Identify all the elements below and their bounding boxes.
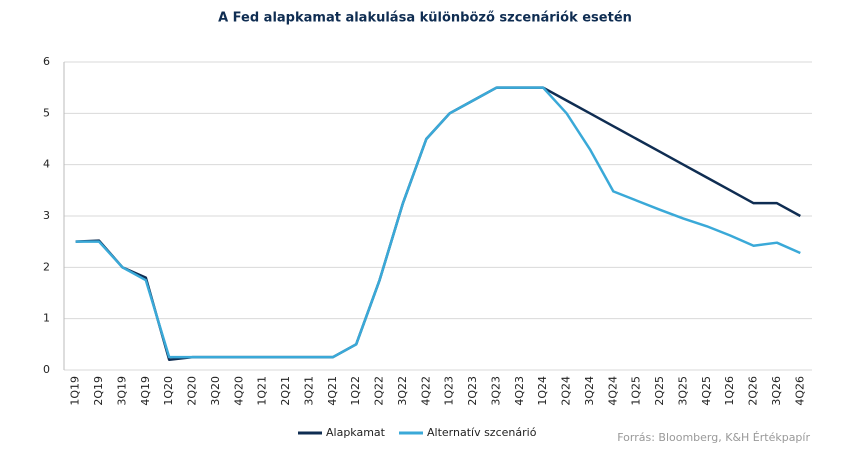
x-tick-label: 1Q22 bbox=[349, 376, 362, 406]
y-tick-label: 2 bbox=[43, 260, 50, 273]
x-tick-label: 1Q19 bbox=[69, 376, 82, 406]
x-tick-label: 4Q26 bbox=[793, 376, 806, 406]
legend-label: Alapkamat bbox=[326, 426, 386, 439]
chart-title: A Fed alapkamat alakulása különböző szce… bbox=[218, 11, 632, 26]
y-tick-label: 0 bbox=[43, 363, 50, 376]
y-tick-label: 1 bbox=[43, 312, 50, 325]
x-tick-label: 2Q26 bbox=[747, 376, 760, 406]
x-tick-label: 4Q22 bbox=[419, 376, 432, 406]
x-tick-label: 4Q24 bbox=[606, 376, 619, 406]
x-tick-label: 3Q23 bbox=[489, 376, 502, 406]
x-tick-label: 2Q20 bbox=[186, 376, 199, 406]
x-tick-label: 1Q24 bbox=[536, 376, 549, 406]
x-tick-label: 4Q25 bbox=[700, 376, 713, 406]
x-tick-label: 2Q22 bbox=[373, 376, 386, 406]
x-tick-label: 4Q19 bbox=[139, 376, 152, 406]
x-tick-label: 2Q25 bbox=[653, 376, 666, 406]
x-tick-label: 3Q22 bbox=[396, 376, 409, 406]
x-tick-label: 2Q23 bbox=[466, 376, 479, 406]
line-series bbox=[75, 86, 801, 359]
x-tick-label: 4Q23 bbox=[513, 376, 526, 406]
x-tick-label: 1Q20 bbox=[162, 376, 175, 406]
x-tick-label: 1Q23 bbox=[443, 376, 456, 406]
x-tick-label: 2Q21 bbox=[279, 376, 292, 406]
x-tick-label: 3Q26 bbox=[770, 376, 783, 406]
legend-label: Alternatív szcenárió bbox=[427, 426, 537, 439]
x-tick-label: 3Q24 bbox=[583, 376, 596, 406]
x-tick-label: 4Q21 bbox=[326, 376, 339, 406]
x-tick-label: 4Q20 bbox=[232, 376, 245, 406]
y-tick-label: 3 bbox=[43, 209, 50, 222]
x-tick-label: 3Q25 bbox=[676, 376, 689, 406]
x-tick-label: 1Q25 bbox=[630, 376, 643, 406]
x-tick-label: 2Q19 bbox=[92, 376, 105, 406]
y-tick-label: 5 bbox=[43, 106, 50, 119]
y-tick-label: 6 bbox=[43, 55, 50, 68]
x-tick-label: 3Q19 bbox=[115, 376, 128, 406]
x-tick-label: 1Q21 bbox=[256, 376, 269, 406]
x-tick-label: 3Q20 bbox=[209, 376, 222, 406]
y-tick-label: 4 bbox=[43, 158, 50, 171]
x-tick-label: 2Q24 bbox=[560, 376, 573, 406]
x-tick-label: 1Q26 bbox=[723, 376, 736, 406]
x-tick-label: 3Q21 bbox=[302, 376, 315, 406]
source: Forrás: Bloomberg, K&H Értékpapír bbox=[617, 431, 810, 444]
